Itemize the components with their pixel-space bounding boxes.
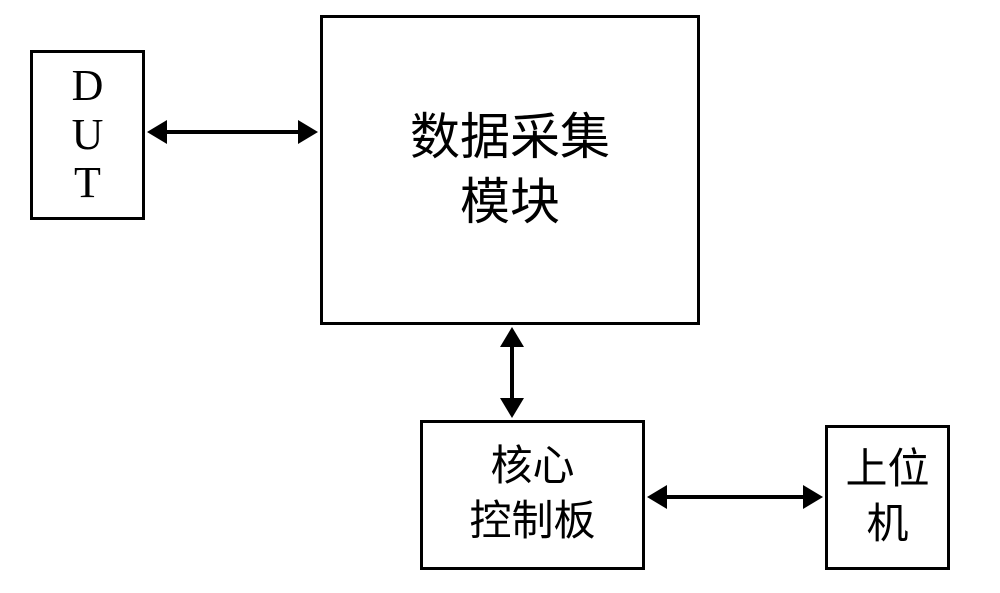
arrow-coreboard-host-line — [665, 495, 805, 499]
host-node: 上位 机 — [825, 425, 950, 570]
arrow-coreboard-host-head-left — [647, 485, 667, 509]
arrow-dut-datamodule-line — [165, 130, 300, 134]
core-board-node: 核心 控制板 — [420, 420, 645, 570]
dut-label-line: T — [72, 159, 104, 207]
data-module-label-line: 数据采集 — [410, 105, 610, 170]
arrow-dut-datamodule-head-left — [147, 120, 167, 144]
data-module-node: 数据采集 模块 — [320, 15, 700, 325]
arrow-coreboard-host-head-right — [803, 485, 823, 509]
dut-label-line: U — [72, 111, 104, 159]
core-board-label-line: 核心 — [469, 440, 595, 495]
arrow-datamodule-coreboard-line — [510, 345, 514, 400]
dut-node: D U T — [30, 50, 145, 220]
arrow-datamodule-coreboard-head-down — [500, 398, 524, 418]
data-module-label-line: 模块 — [410, 170, 610, 235]
dut-label-line: D — [72, 62, 104, 110]
host-label-line: 机 — [845, 498, 929, 553]
arrow-dut-datamodule-head-right — [298, 120, 318, 144]
arrow-datamodule-coreboard-head-up — [500, 327, 524, 347]
host-label: 上位 机 — [845, 443, 929, 552]
host-label-line: 上位 — [845, 443, 929, 498]
data-module-label: 数据采集 模块 — [410, 105, 610, 235]
core-board-label-line: 控制板 — [469, 495, 595, 550]
core-board-label: 核心 控制板 — [469, 440, 595, 549]
dut-label: D U T — [72, 62, 104, 207]
